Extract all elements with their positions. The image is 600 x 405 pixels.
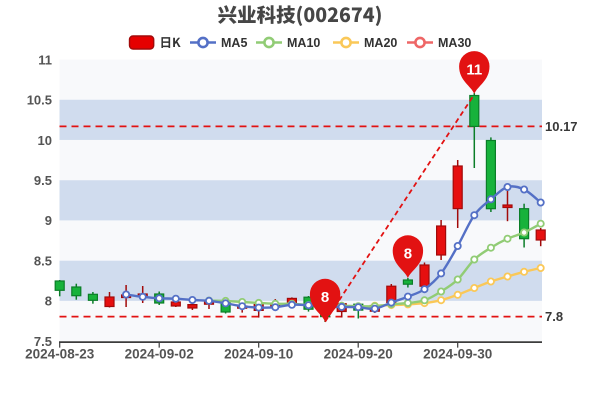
svg-text:10: 10 [38,133,52,148]
svg-text:MA30: MA30 [438,36,471,50]
svg-text:MA20: MA20 [364,36,397,50]
svg-text:2024-09-30: 2024-09-30 [423,347,492,362]
svg-text:11: 11 [38,52,52,67]
svg-text:2024-09-20: 2024-09-20 [324,347,393,362]
svg-text:2024-08-23: 2024-08-23 [25,347,95,362]
svg-text:MA10: MA10 [287,36,320,50]
svg-text:10.5: 10.5 [27,93,52,108]
svg-text:10.17: 10.17 [545,119,578,134]
svg-text:8: 8 [45,294,52,309]
svg-text:8: 8 [321,289,329,306]
svg-text:7.8: 7.8 [545,309,563,324]
svg-text:2024-09-02: 2024-09-02 [125,347,194,362]
svg-text:11: 11 [466,62,482,79]
svg-text:2024-09-10: 2024-09-10 [224,347,293,362]
svg-text:9.5: 9.5 [34,173,52,188]
svg-text:8: 8 [404,246,412,263]
svg-text:9: 9 [45,213,52,228]
svg-text:MA5: MA5 [221,36,247,50]
svg-text:7.5: 7.5 [34,334,52,349]
svg-text:8.5: 8.5 [34,254,52,269]
